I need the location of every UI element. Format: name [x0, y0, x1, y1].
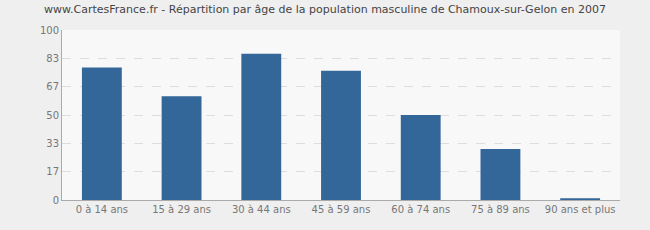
svg-text:0 à 14 ans: 0 à 14 ans — [76, 204, 128, 215]
svg-text:33: 33 — [46, 138, 59, 149]
svg-text:100: 100 — [40, 25, 59, 36]
svg-text:15 à 29 ans: 15 à 29 ans — [152, 204, 211, 215]
svg-text:90 ans et plus: 90 ans et plus — [545, 204, 616, 215]
svg-text:0: 0 — [53, 195, 59, 206]
svg-text:75 à 89 ans: 75 à 89 ans — [471, 204, 530, 215]
svg-text:17: 17 — [46, 166, 59, 177]
svg-text:45 à 59 ans: 45 à 59 ans — [312, 204, 371, 215]
svg-text:83: 83 — [46, 53, 59, 64]
svg-text:www.CartesFrance.fr - Répartit: www.CartesFrance.fr - Répartition par âg… — [44, 3, 606, 16]
svg-text:50: 50 — [46, 110, 59, 121]
svg-text:30 à 44 ans: 30 à 44 ans — [232, 204, 291, 215]
svg-text:67: 67 — [46, 81, 59, 92]
svg-text:60 à 74 ans: 60 à 74 ans — [391, 204, 450, 215]
